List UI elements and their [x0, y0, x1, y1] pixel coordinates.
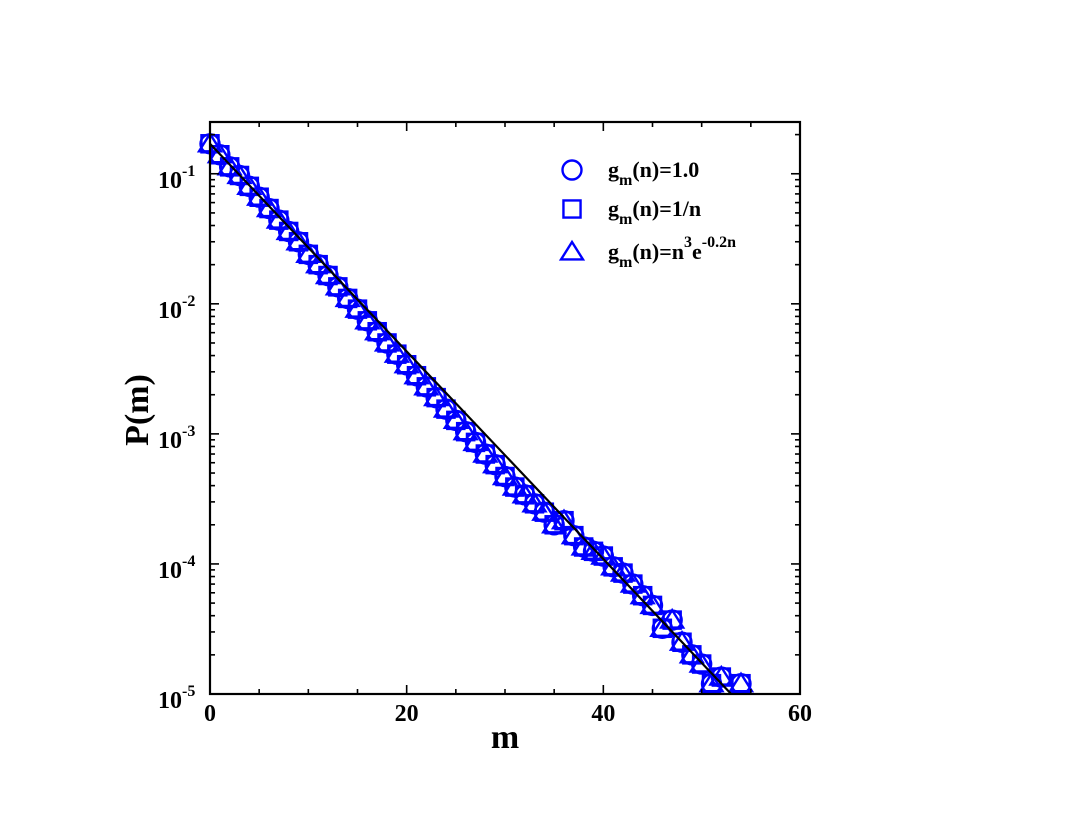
point-triangle-26 [452, 419, 479, 441]
point-triangle-33 [521, 491, 548, 513]
legend-label-part: m [619, 211, 633, 228]
point-triangle-14 [334, 286, 361, 308]
point-triangle-41 [600, 554, 627, 576]
legend-label-part: (n)=n [632, 239, 684, 264]
point-triangle-47 [659, 607, 686, 629]
point-triangle-34 [531, 499, 558, 521]
point-triangle-15 [344, 296, 371, 318]
legend-label: gm(n)=1.0 [608, 157, 699, 189]
point-triangle-19 [383, 341, 410, 363]
legend-label-part: m [619, 172, 633, 189]
legend-label-part: g [608, 239, 619, 264]
legend-marker-circle [561, 159, 583, 181]
y-tick-exponent: -1 [182, 163, 195, 180]
point-triangle-5 [246, 184, 273, 206]
legend-marker-square [562, 199, 582, 219]
y-tick-label: 10-5 [158, 683, 195, 714]
y-axis-label: P(m) [119, 374, 156, 446]
y-tick-label: 10-2 [158, 293, 195, 324]
x-tick-label: 60 [788, 701, 812, 727]
legend-label-part: g [608, 157, 619, 182]
point-triangle-16 [354, 308, 381, 330]
y-tick-label: 10-1 [158, 163, 195, 194]
y-tick-base: 10 [158, 688, 182, 714]
y-tick-base: 10 [158, 298, 182, 324]
fit-line [209, 143, 732, 695]
axis-ticks [209, 122, 801, 695]
point-triangle-4 [236, 174, 263, 196]
point-triangle-36 [550, 508, 578, 530]
y-tick-base: 10 [158, 558, 182, 584]
point-triangle-3 [226, 163, 253, 185]
fit-line-group [209, 143, 732, 695]
legend-label-part: 3 [684, 234, 692, 251]
legend-label: gm(n)=n3e-0.2n [608, 234, 736, 271]
point-triangle-38 [570, 534, 597, 556]
point-triangle-21 [403, 363, 430, 385]
point-triangle-17 [364, 319, 391, 341]
point-triangle-28 [472, 441, 499, 463]
point-triangle-23 [423, 385, 450, 407]
point-triangle-8 [275, 219, 302, 241]
y-tick-exponent: -5 [182, 683, 195, 700]
point-triangle-30 [491, 464, 519, 486]
y-tick-label: 10-3 [158, 423, 195, 454]
y-tick-base: 10 [158, 168, 182, 194]
point-triangle-6 [255, 196, 283, 218]
point-triangle-25 [442, 408, 469, 430]
point-triangle-48 [668, 630, 696, 651]
legend-label-part: (n)=1.0 [632, 157, 699, 182]
point-triangle-18 [373, 330, 401, 352]
y-tick-exponent: -3 [182, 423, 195, 440]
point-triangle-20 [393, 352, 420, 374]
legend-label-part: m [619, 254, 633, 271]
point-triangle-1 [206, 142, 233, 164]
point-triangle-24 [432, 396, 460, 418]
y-tick-label: 10-4 [158, 553, 195, 584]
x-tick-label: 0 [204, 701, 216, 727]
y-tick-exponent: -4 [182, 553, 195, 570]
point-triangle-22 [413, 374, 440, 396]
x-tick-label: 40 [591, 701, 615, 727]
legend-marker-triangle [558, 239, 586, 261]
point-triangle-2 [216, 154, 243, 176]
point-triangle-9 [285, 229, 312, 251]
plot-frame [208, 120, 802, 696]
x-axis-label: m [491, 719, 519, 756]
point-triangle-39 [580, 539, 607, 561]
legend-label-part: -0.2n [702, 234, 736, 251]
legend: gm(n)=1.0gm(n)=1/ngm(n)=n3e-0.2n [558, 157, 736, 271]
y-tick-exponent: -2 [182, 293, 195, 310]
legend-label-part: (n)=1/n [632, 196, 701, 221]
x-tick-label: 20 [395, 701, 419, 727]
point-triangle-27 [462, 430, 489, 452]
point-triangle-51 [698, 671, 725, 693]
point-triangle-50 [688, 651, 715, 673]
legend-label: gm(n)=1/n [608, 196, 701, 228]
y-tick-base: 10 [158, 428, 182, 454]
point-triangle-53 [727, 671, 755, 693]
point-triangle-29 [482, 452, 509, 474]
point-triangle-32 [511, 482, 538, 504]
legend-label-part: g [608, 196, 619, 221]
point-triangle-49 [678, 642, 705, 664]
point-triangle-31 [501, 474, 528, 496]
legend-label-part: e [692, 239, 702, 264]
point-triangle-7 [265, 207, 292, 229]
point-triangle-35 [541, 512, 568, 534]
